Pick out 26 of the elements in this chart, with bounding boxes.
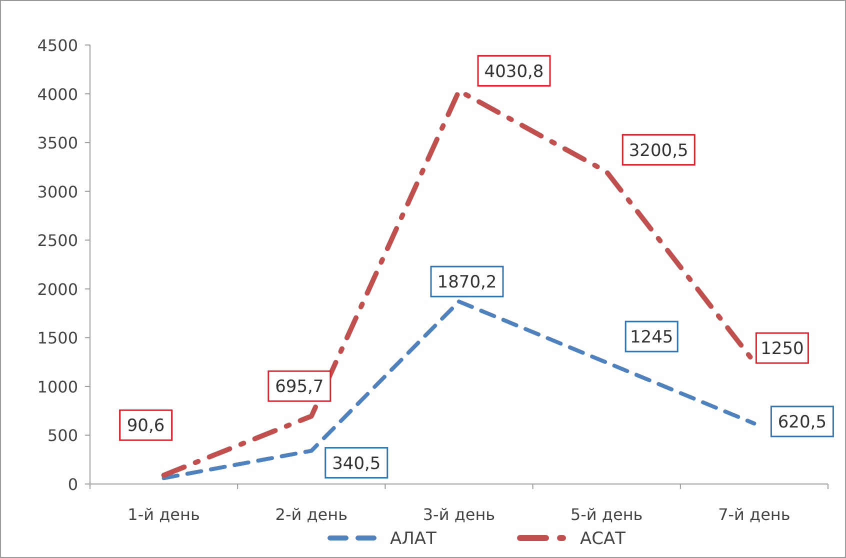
data-label: 4030,8 [484, 62, 544, 82]
legend-label: АЛАТ [390, 529, 438, 549]
x-tick-label: 2-й день [275, 505, 348, 524]
y-tick-label: 2000 [37, 280, 78, 299]
y-tick-label: 500 [47, 426, 78, 446]
y-tick-label: 1000 [37, 377, 78, 396]
data-label: 1870,2 [437, 272, 497, 293]
x-tick-label: 7-й день [718, 505, 790, 524]
data-label: 90,6 [126, 416, 165, 436]
x-tick-label: 1-й день [128, 505, 200, 524]
y-tick-label: 3500 [37, 134, 78, 153]
y-tick-label: 0 [68, 475, 78, 494]
data-label: 1250 [760, 339, 804, 360]
x-tick-label: 3-й день [422, 505, 496, 524]
y-tick-label: 2500 [37, 231, 78, 250]
data-label: 620,5 [778, 412, 827, 432]
data-label: 1245 [630, 328, 674, 348]
y-tick-label: 1500 [37, 328, 78, 348]
y-tick-label: 3000 [37, 182, 78, 202]
x-tick-label: 5-й день [570, 505, 643, 524]
data-label: 340,5 [332, 454, 381, 474]
y-tick-label: 4500 [37, 36, 78, 55]
data-label: 695,7 [275, 377, 324, 398]
legend-label: АСАТ [580, 529, 626, 549]
data-label: 3200,5 [628, 140, 688, 161]
y-tick-label: 4000 [37, 84, 78, 104]
